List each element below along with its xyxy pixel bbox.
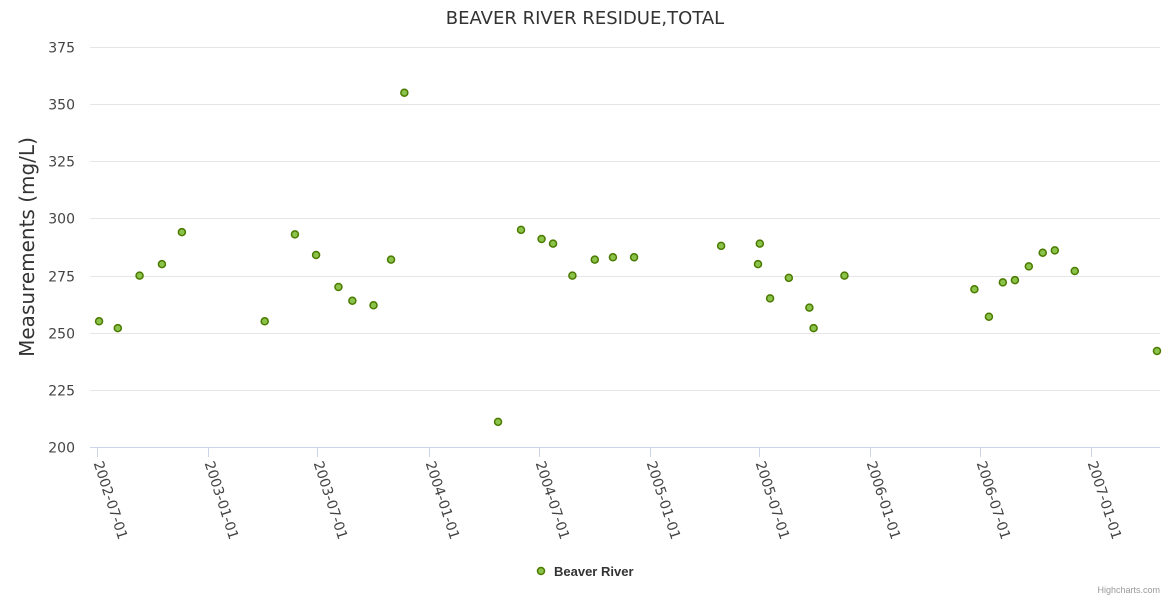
data-point[interactable] — [290, 230, 300, 239]
data-point[interactable] — [753, 259, 763, 269]
data-point[interactable] — [1024, 262, 1034, 271]
data-point[interactable] — [493, 417, 503, 427]
data-point[interactable] — [568, 271, 577, 280]
y-axis-label: Measurements (mg/L) — [15, 137, 39, 357]
y-tick-label: 300 — [48, 212, 75, 228]
data-point[interactable] — [113, 323, 123, 333]
data-point[interactable] — [516, 225, 526, 235]
y-tick-label: 250 — [48, 327, 75, 343]
y-tick-label: 200 — [48, 441, 75, 457]
y-tick-label: 325 — [48, 155, 75, 171]
data-point[interactable] — [1038, 248, 1047, 257]
data-point[interactable] — [809, 323, 818, 333]
data-point[interactable] — [1152, 346, 1162, 356]
data-point[interactable] — [386, 255, 396, 264]
data-point[interactable] — [135, 271, 144, 280]
y-tick-label: 275 — [48, 270, 75, 286]
data-point[interactable] — [998, 278, 1008, 287]
data-point[interactable] — [400, 88, 409, 97]
data-point[interactable] — [1050, 246, 1060, 255]
data-point[interactable] — [311, 250, 321, 260]
y-tick-label: 225 — [48, 384, 75, 400]
y-tick-label: 375 — [48, 41, 75, 57]
series-beaver-river[interactable] — [94, 88, 1162, 427]
data-point[interactable] — [765, 294, 775, 303]
data-point[interactable] — [334, 282, 343, 292]
chart-title: BEAVER RIVER RESIDUE,TOTAL — [446, 8, 724, 29]
y-axis-tick-labels: 200 225 250 275 300 325 350 375 — [48, 41, 75, 457]
legend[interactable]: Beaver River — [536, 564, 634, 579]
data-point[interactable] — [755, 239, 765, 248]
data-point[interactable] — [369, 301, 378, 310]
data-point[interactable] — [716, 241, 726, 251]
data-point[interactable] — [840, 271, 849, 280]
data-point[interactable] — [1010, 275, 1020, 285]
data-point[interactable] — [1070, 266, 1080, 276]
y-tick-label: 350 — [48, 98, 75, 114]
data-point[interactable] — [260, 317, 269, 326]
data-point[interactable] — [805, 303, 814, 312]
data-point[interactable] — [629, 253, 639, 262]
data-point[interactable] — [157, 259, 167, 269]
data-point[interactable] — [548, 239, 558, 248]
legend-marker[interactable] — [536, 566, 546, 576]
data-point[interactable] — [348, 296, 357, 305]
data-point[interactable] — [537, 234, 546, 244]
data-point[interactable] — [94, 317, 104, 326]
data-point[interactable] — [608, 253, 618, 262]
data-point[interactable] — [784, 273, 794, 283]
legend-item-beaver-river[interactable]: Beaver River — [554, 564, 634, 579]
credits-link[interactable]: Highcharts.com — [1097, 585, 1160, 595]
data-point[interactable] — [177, 227, 187, 237]
data-point[interactable] — [970, 285, 979, 294]
data-point[interactable] — [590, 255, 600, 264]
data-point[interactable] — [984, 312, 994, 321]
